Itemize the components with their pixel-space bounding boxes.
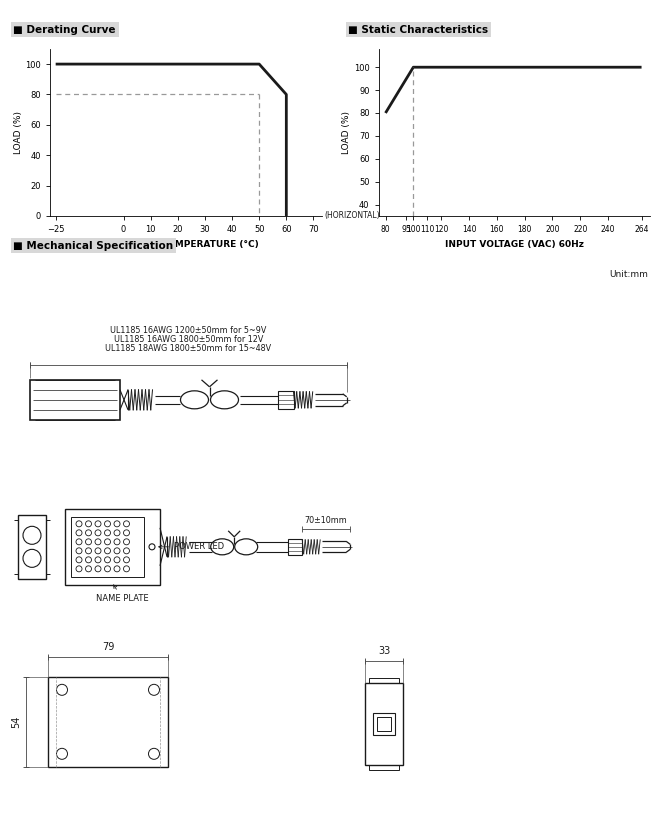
Bar [365, 683, 403, 764]
Bar [18, 515, 46, 579]
Text: UL1185 16AWG 1800±50mm for 12V: UL1185 16AWG 1800±50mm for 12V [114, 335, 263, 344]
X-axis label: AMBIENT TEMPERATURE (°C): AMBIENT TEMPERATURE (°C) [113, 240, 259, 249]
Bar [48, 676, 168, 767]
Bar [369, 764, 399, 770]
Bar [30, 380, 120, 420]
Bar [288, 539, 302, 555]
Text: ■ Static Characteristics: ■ Static Characteristics [348, 24, 488, 34]
X-axis label: INPUT VOLTAGE (VAC) 60Hz: INPUT VOLTAGE (VAC) 60Hz [445, 240, 584, 249]
Bar [71, 517, 144, 577]
Text: ■ Derating Curve: ■ Derating Curve [13, 24, 116, 34]
Text: 33: 33 [378, 645, 390, 656]
Y-axis label: LOAD (%): LOAD (%) [342, 111, 351, 154]
Text: UL1185 18AWG 1800±50mm for 15~48V: UL1185 18AWG 1800±50mm for 15~48V [105, 344, 271, 353]
Bar [369, 678, 399, 683]
Text: 70±10mm: 70±10mm [305, 517, 348, 526]
Text: 54: 54 [11, 716, 21, 728]
Text: (HORIZONTAL): (HORIZONTAL) [324, 211, 380, 221]
Y-axis label: LOAD (%): LOAD (%) [13, 111, 23, 154]
Bar [373, 713, 395, 735]
Text: POWER LED: POWER LED [159, 542, 224, 551]
Bar [65, 509, 160, 585]
Text: 79: 79 [102, 642, 114, 652]
Bar [377, 717, 391, 731]
Bar [277, 391, 293, 409]
Text: UL1185 16AWG 1200±50mm for 5~9V: UL1185 16AWG 1200±50mm for 5~9V [110, 326, 267, 335]
Text: NAME PLATE: NAME PLATE [96, 585, 149, 603]
Text: Unit:mm: Unit:mm [609, 270, 648, 279]
Text: ■ Mechanical Specification: ■ Mechanical Specification [13, 240, 174, 250]
